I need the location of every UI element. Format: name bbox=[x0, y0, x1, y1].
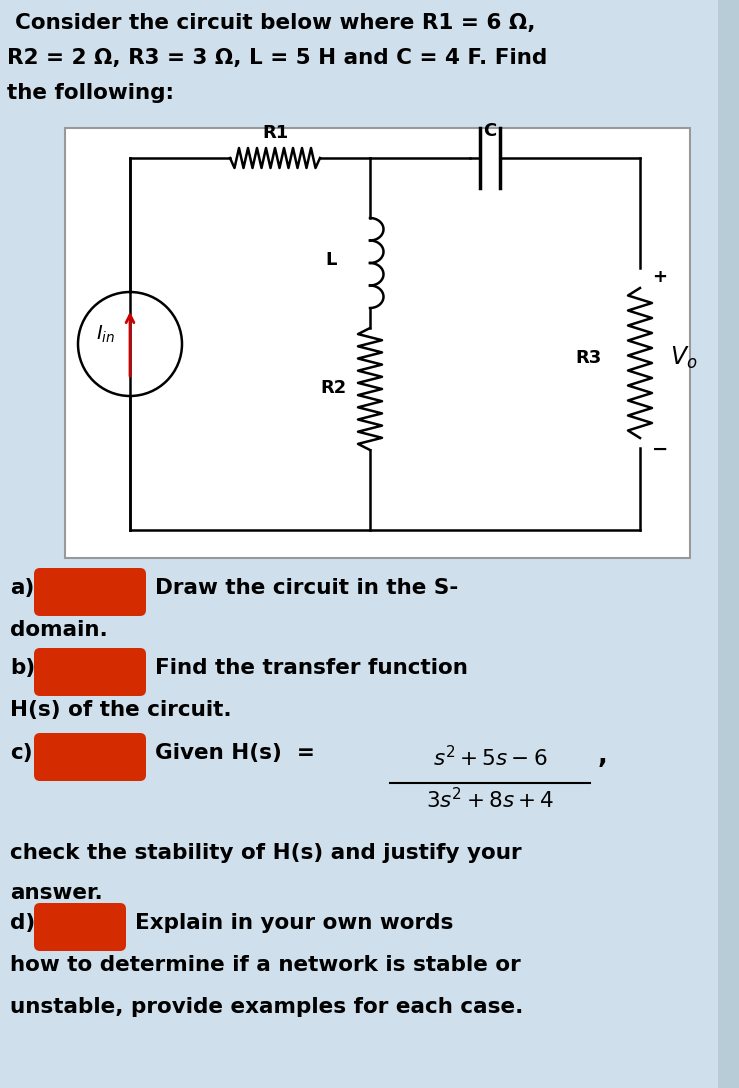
Text: the following:: the following: bbox=[7, 83, 174, 103]
Text: $I_{in}$: $I_{in}$ bbox=[96, 323, 115, 345]
Text: R3: R3 bbox=[575, 349, 602, 367]
FancyBboxPatch shape bbox=[34, 568, 146, 616]
Text: R2 = 2 Ω, R3 = 3 Ω, L = 5 H and C = 4 F. Find: R2 = 2 Ω, R3 = 3 Ω, L = 5 H and C = 4 F.… bbox=[7, 48, 548, 67]
Text: Draw the circuit in the S-: Draw the circuit in the S- bbox=[155, 578, 458, 598]
Text: check the stability of H(s) and justify your: check the stability of H(s) and justify … bbox=[10, 843, 522, 863]
Text: $V_o$: $V_o$ bbox=[670, 345, 698, 371]
Text: +: + bbox=[652, 268, 667, 286]
Text: how to determine if a network is stable or: how to determine if a network is stable … bbox=[10, 955, 521, 975]
FancyBboxPatch shape bbox=[34, 733, 146, 781]
Text: C: C bbox=[483, 122, 497, 140]
Text: answer.: answer. bbox=[10, 883, 103, 903]
FancyBboxPatch shape bbox=[34, 903, 126, 951]
Text: −: − bbox=[652, 440, 668, 459]
FancyBboxPatch shape bbox=[718, 0, 739, 1088]
Text: R1: R1 bbox=[262, 124, 288, 143]
Text: d): d) bbox=[10, 913, 35, 934]
Text: $s^2+5s-6$: $s^2+5s-6$ bbox=[433, 745, 547, 770]
Text: Find the transfer function: Find the transfer function bbox=[155, 658, 468, 678]
Text: c): c) bbox=[10, 743, 33, 763]
FancyBboxPatch shape bbox=[65, 128, 690, 558]
Text: Consider the circuit below where R1 = 6 Ω,: Consider the circuit below where R1 = 6 … bbox=[15, 13, 536, 33]
Text: H(s) of the circuit.: H(s) of the circuit. bbox=[10, 700, 231, 720]
Text: $3s^2+8s+4$: $3s^2+8s+4$ bbox=[426, 787, 554, 813]
Text: a): a) bbox=[10, 578, 35, 598]
Text: ,: , bbox=[598, 743, 607, 769]
FancyBboxPatch shape bbox=[34, 648, 146, 696]
Text: Given H(s)  =: Given H(s) = bbox=[155, 743, 315, 763]
Text: L: L bbox=[325, 251, 336, 269]
Text: unstable, provide examples for each case.: unstable, provide examples for each case… bbox=[10, 997, 523, 1017]
Text: Explain in your own words: Explain in your own words bbox=[135, 913, 453, 934]
Text: domain.: domain. bbox=[10, 620, 108, 640]
Text: b): b) bbox=[10, 658, 35, 678]
Text: R2: R2 bbox=[320, 379, 347, 397]
